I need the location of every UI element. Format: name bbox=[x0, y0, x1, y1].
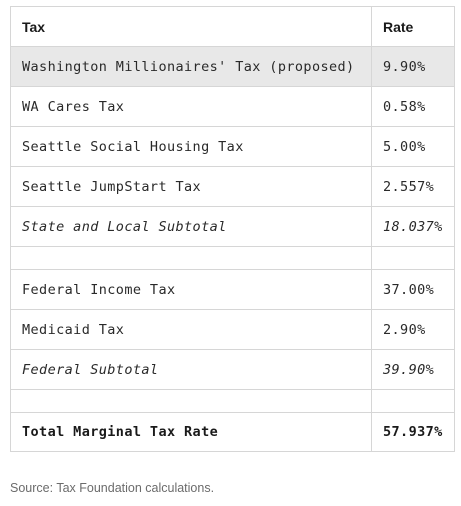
table-row: Medicaid Tax 2.90% bbox=[10, 309, 455, 350]
table-row: Federal Income Tax 37.00% bbox=[10, 269, 455, 310]
total-row: Total Marginal Tax Rate 57.937% bbox=[10, 412, 455, 452]
total-rate-cell: 57.937% bbox=[371, 412, 455, 452]
tax-name-cell: WA Cares Tax bbox=[10, 86, 372, 127]
total-label-cell: Total Marginal Tax Rate bbox=[10, 412, 372, 452]
subtotal-rate-cell: 18.037% bbox=[371, 206, 455, 247]
empty-cell bbox=[371, 389, 455, 413]
tax-name-cell: Federal Income Tax bbox=[10, 269, 372, 310]
table-row: WA Cares Tax 0.58% bbox=[10, 86, 455, 127]
source-note: Source: Tax Foundation calculations. bbox=[10, 481, 215, 495]
empty-cell bbox=[10, 246, 372, 270]
header-tax: Tax bbox=[10, 6, 372, 47]
empty-cell bbox=[10, 389, 372, 413]
tax-name-cell: Washington Millionaires' Tax (proposed) bbox=[10, 46, 372, 87]
tax-rate-table-container: Tax Rate Washington Millionaires' Tax (p… bbox=[10, 6, 455, 452]
tax-name-cell: Seattle JumpStart Tax bbox=[10, 166, 372, 207]
tax-rate-cell: 2.90% bbox=[371, 309, 455, 350]
subtotal-rate-cell: 39.90% bbox=[371, 349, 455, 390]
spacer-row bbox=[10, 246, 455, 270]
tax-rate-cell: 37.00% bbox=[371, 269, 455, 310]
subtotal-row-federal: Federal Subtotal 39.90% bbox=[10, 349, 455, 390]
tax-rate-cell: 0.58% bbox=[371, 86, 455, 127]
empty-cell bbox=[371, 246, 455, 270]
tax-rate-table: Tax Rate Washington Millionaires' Tax (p… bbox=[10, 6, 455, 452]
subtotal-label-cell: Federal Subtotal bbox=[10, 349, 372, 390]
subtotal-label-cell: State and Local Subtotal bbox=[10, 206, 372, 247]
tax-name-cell: Seattle Social Housing Tax bbox=[10, 126, 372, 167]
tax-rate-cell: 5.00% bbox=[371, 126, 455, 167]
table-row: Washington Millionaires' Tax (proposed) … bbox=[10, 46, 455, 87]
tax-rate-cell: 9.90% bbox=[371, 46, 455, 87]
header-rate: Rate bbox=[371, 6, 455, 47]
table-row: Seattle Social Housing Tax 5.00% bbox=[10, 126, 455, 167]
subtotal-row-state-local: State and Local Subtotal 18.037% bbox=[10, 206, 455, 247]
tax-name-cell: Medicaid Tax bbox=[10, 309, 372, 350]
tax-rate-cell: 2.557% bbox=[371, 166, 455, 207]
spacer-row bbox=[10, 389, 455, 413]
table-header-row: Tax Rate bbox=[10, 6, 455, 47]
table-row: Seattle JumpStart Tax 2.557% bbox=[10, 166, 455, 207]
